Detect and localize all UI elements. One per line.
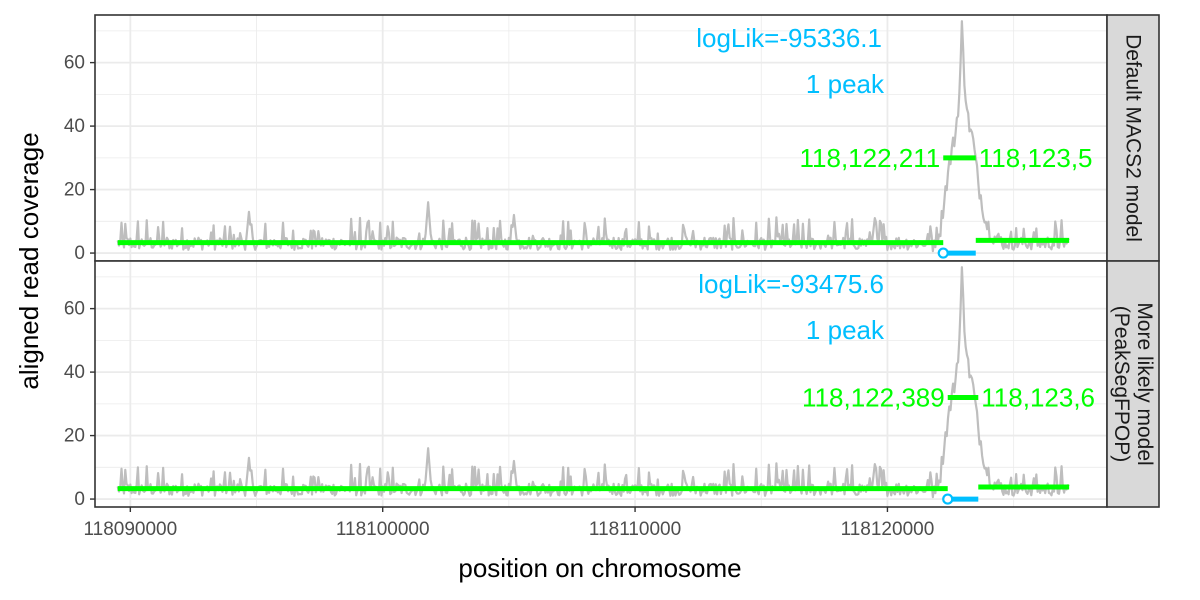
x-tick-label: 118100000 [336, 519, 430, 540]
strip-label-line: More likely model [1133, 302, 1156, 465]
y-tick-label: 40 [64, 362, 85, 383]
x-tick-label: 118120000 [841, 519, 935, 540]
peak-start-marker [937, 247, 949, 259]
peak-end-label: 118,123,6 [981, 382, 1095, 412]
y-axis-title: aligned read coverage [14, 132, 44, 389]
loglik-label: logLik=-93475.6 [698, 269, 884, 299]
peak-end-label: 118,123,5 [979, 143, 1093, 173]
panel-content [116, 266, 1070, 505]
strip-label-line: (PeakSegFPOP) [1110, 306, 1133, 462]
x-tick-label: 118090000 [83, 519, 177, 540]
y-tick-label: 60 [64, 299, 85, 320]
peak-start-label: 118,122,389 [802, 382, 945, 412]
y-tick-label: 0 [74, 243, 85, 264]
segment-labels: 118,122,389 118,123,6 [802, 382, 1095, 412]
y-tick-label: 20 [64, 180, 85, 201]
facet-strip [1106, 260, 1160, 508]
x-tick-label: 118110000 [589, 519, 681, 540]
panel-content [116, 20, 1070, 259]
y-axis-bottom: 0 20 40 60 [64, 299, 95, 510]
panel-background [95, 15, 1107, 261]
panel-default-macs2: logLik=-95336.1 1 peak 118,122,211 118,1… [94, 14, 1160, 262]
y-axis-top: 0 20 40 60 [64, 53, 95, 264]
panel-grid [95, 15, 1107, 261]
y-tick-label: 60 [64, 53, 85, 74]
x-axis-title: position on chromosome [458, 553, 741, 583]
facet-strip [1106, 14, 1160, 262]
peak-count-label: 1 peak [806, 69, 885, 99]
loglik-label: logLik=-95336.1 [696, 23, 882, 53]
panel-grid [95, 261, 1107, 507]
facet-strip-label: Default MACS2 model [1122, 34, 1145, 242]
peak-count-label: 1 peak [806, 315, 885, 345]
y-tick-label: 20 [64, 426, 85, 447]
segment-labels: 118,122,211 118,123,5 [800, 143, 1093, 173]
peak-start-label: 118,122,211 [800, 143, 941, 173]
x-axis: 118090000 118100000 118110000 118120000 [83, 507, 934, 540]
y-tick-label: 0 [74, 489, 85, 510]
panel-peaksegfpop: logLik=-93475.6 1 peak 118,122,389 118,1… [94, 260, 1160, 508]
peak-start-marker [942, 493, 954, 505]
y-tick-label: 40 [64, 116, 85, 137]
strip-label-line: Default MACS2 model [1122, 34, 1145, 242]
facet-strip-label: More likely model(PeakSegFPOP) [1110, 302, 1156, 465]
panel-background [95, 261, 1107, 507]
